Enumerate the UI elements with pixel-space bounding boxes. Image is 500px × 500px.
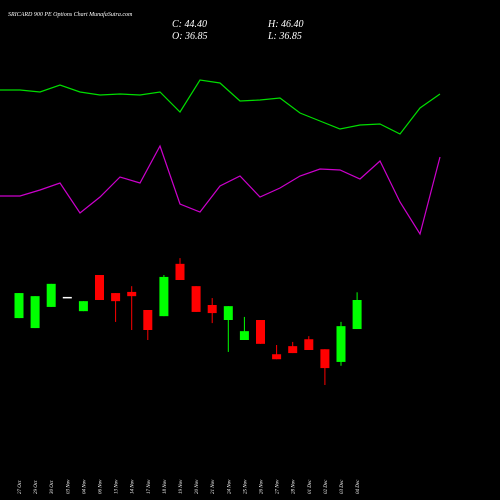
ohlc-high: H: 46.40 [267,19,304,30]
x-tick-label: 02 Dec [324,479,329,494]
x-tick-label: 30 Oct [50,480,55,494]
candle-body [143,310,153,330]
candle-body [223,306,233,320]
candle-body [159,276,169,317]
indicator-line [0,79,441,135]
indicator-line [0,144,441,236]
x-tick-label: 03 Nov [66,479,71,494]
x-tick-label: 03 Dec [340,479,345,494]
candle-body [78,301,88,312]
ohlc-open: O: 36.85 [172,31,208,42]
candle-body [95,275,104,300]
candle-body [239,331,249,340]
candle-body [111,293,121,302]
x-tick-label: 17 Nov [147,479,152,494]
x-tick-label: 19 Nov [179,479,184,494]
x-tick-label: 25 Nov [243,479,248,494]
x-tick-label: 13 Nov [115,479,120,494]
candle-body [207,305,217,314]
candle-body [191,286,201,312]
candle-body [352,300,362,330]
candle-body [14,293,24,319]
x-tick-label: 18 Nov [163,479,168,494]
x-tick-label: 27 Oct [18,480,23,494]
candle-body [256,320,265,344]
candle-body [304,339,314,350]
x-tick-label: 14 Nov [131,479,136,494]
x-tick-label: 26 Nov [260,479,265,494]
x-tick-label: 06 Nov [99,479,104,494]
candle-body [62,296,72,299]
x-tick-label: 21 Nov [211,479,216,494]
x-tick-label: 01 Dec [308,479,313,494]
candle-body [336,326,346,362]
chart-title: SRICARD 900 PE Options Chart MunafaSutra… [8,11,133,18]
candle-body [127,291,137,297]
candle-body [320,349,330,369]
x-tick-label: 20 Nov [195,479,200,494]
candle-body [175,263,185,280]
ohlc-low: L: 36.85 [267,31,302,42]
x-tick-label: 04 Nov [82,479,87,494]
x-tick-label: 27 Nov [276,479,281,494]
ohlc-close: C: 44.40 [172,19,207,30]
x-tick-label: 04 Dec [356,479,361,494]
candle-body [30,296,40,329]
candle-body [272,354,282,360]
candle-body [288,346,298,354]
candle-body [46,283,56,307]
x-tick-label: 28 Nov [292,479,297,494]
x-tick-label: 24 Nov [227,479,232,494]
x-tick-label: 29 Oct [34,480,39,494]
